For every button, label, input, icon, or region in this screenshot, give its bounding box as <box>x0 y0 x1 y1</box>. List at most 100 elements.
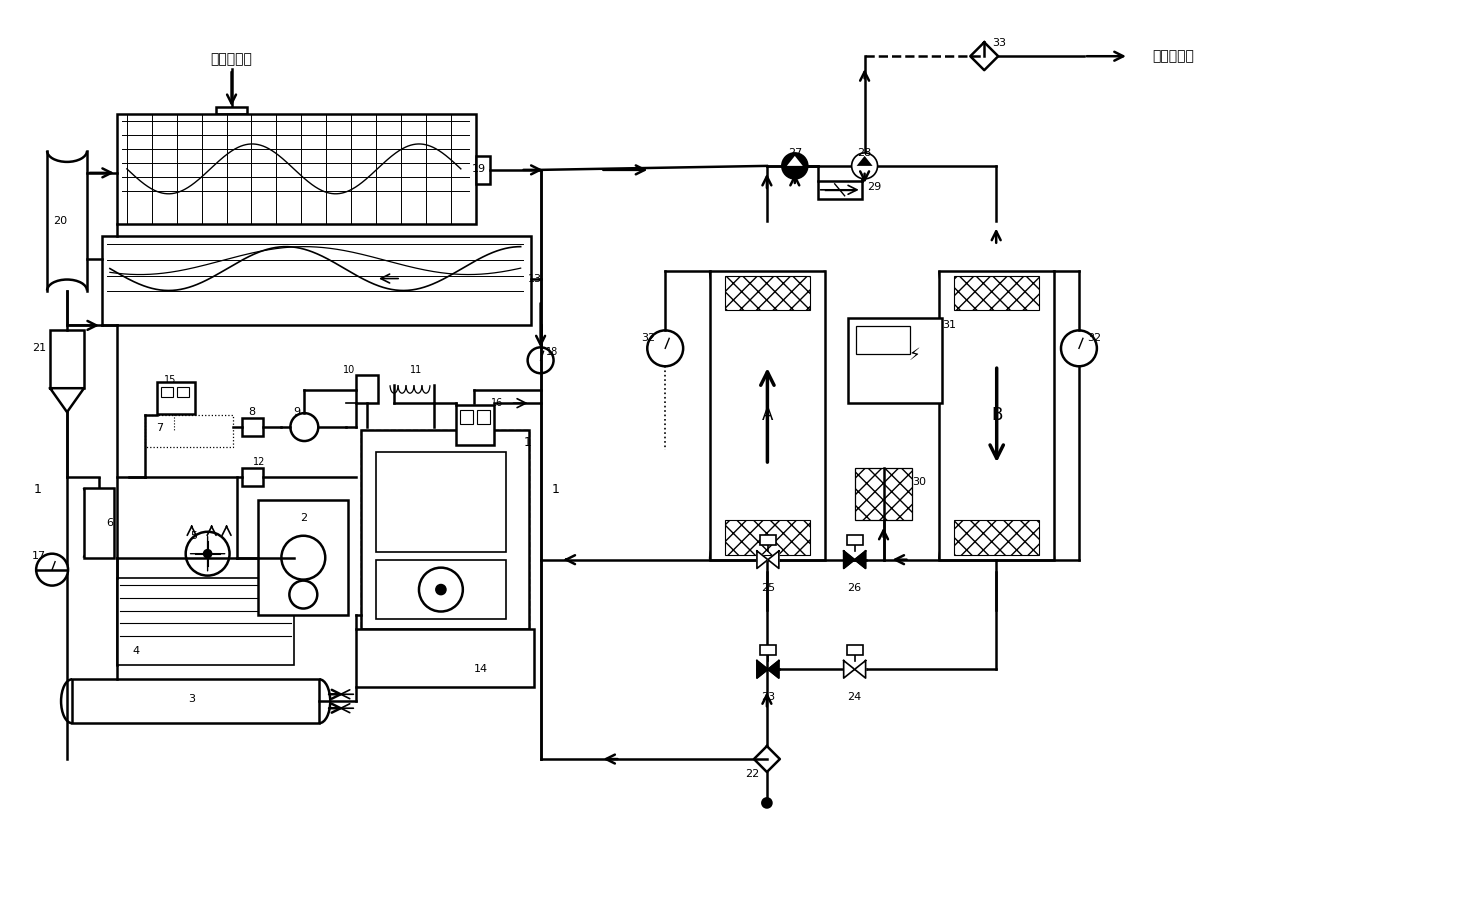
Polygon shape <box>768 660 779 678</box>
Text: B: B <box>992 406 1002 424</box>
Bar <box>759 535 776 545</box>
Bar <box>72 679 319 723</box>
Text: 6: 6 <box>106 518 113 528</box>
Polygon shape <box>768 551 779 568</box>
Text: 30: 30 <box>912 477 927 487</box>
Text: 10: 10 <box>344 365 355 375</box>
Circle shape <box>852 153 877 179</box>
Polygon shape <box>50 389 84 412</box>
Text: 12: 12 <box>253 457 266 467</box>
Text: 33: 33 <box>992 38 1006 48</box>
Polygon shape <box>855 551 865 568</box>
Bar <box>460 410 473 424</box>
Text: 18: 18 <box>546 348 558 358</box>
Circle shape <box>289 580 317 608</box>
Text: 25: 25 <box>761 583 776 593</box>
Text: 21: 21 <box>32 343 46 353</box>
Circle shape <box>291 413 319 441</box>
Circle shape <box>782 153 808 179</box>
Polygon shape <box>757 551 768 568</box>
Bar <box>726 519 809 555</box>
Bar <box>101 236 530 325</box>
Bar <box>846 645 862 655</box>
Text: 2: 2 <box>300 513 307 523</box>
Text: 24: 24 <box>848 692 862 702</box>
Circle shape <box>185 532 229 576</box>
Polygon shape <box>754 746 780 772</box>
Text: 7: 7 <box>156 423 163 433</box>
Bar <box>376 452 505 552</box>
Bar <box>939 271 1055 559</box>
Polygon shape <box>971 43 999 70</box>
Circle shape <box>762 798 771 808</box>
Bar <box>955 275 1039 311</box>
Bar <box>241 468 263 486</box>
Bar <box>855 468 912 519</box>
Bar <box>241 418 263 436</box>
Text: 32: 32 <box>1087 333 1100 343</box>
Polygon shape <box>843 551 855 568</box>
Bar <box>846 535 862 545</box>
Bar <box>118 577 294 666</box>
Bar <box>361 430 529 629</box>
Circle shape <box>436 585 447 595</box>
Polygon shape <box>856 156 873 166</box>
Polygon shape <box>787 156 802 166</box>
Circle shape <box>1061 331 1097 366</box>
Text: 5: 5 <box>190 531 197 541</box>
Bar <box>855 326 911 354</box>
Text: 27: 27 <box>787 148 802 158</box>
Circle shape <box>419 568 463 611</box>
Text: 14: 14 <box>473 665 488 675</box>
Text: 8: 8 <box>248 407 256 417</box>
Bar <box>476 156 489 183</box>
Text: 29: 29 <box>868 182 881 192</box>
Text: 4: 4 <box>132 646 140 656</box>
Bar <box>955 519 1039 555</box>
Circle shape <box>37 554 68 586</box>
Bar <box>726 275 809 311</box>
Text: 19: 19 <box>472 163 486 173</box>
Text: 干空气出口: 干空气出口 <box>1153 49 1194 64</box>
Bar <box>759 645 776 655</box>
Text: ⚡: ⚡ <box>909 346 920 364</box>
Text: 11: 11 <box>410 365 422 375</box>
Bar <box>355 629 533 687</box>
Bar <box>216 107 247 114</box>
Circle shape <box>204 549 212 558</box>
Text: 22: 22 <box>745 769 759 779</box>
Text: 15: 15 <box>163 375 176 385</box>
Bar <box>355 375 378 403</box>
Circle shape <box>527 348 554 373</box>
Bar <box>118 114 476 223</box>
Text: 26: 26 <box>848 583 862 593</box>
Bar <box>710 271 824 559</box>
Circle shape <box>648 331 683 366</box>
Text: 17: 17 <box>32 550 46 560</box>
Bar <box>84 488 115 558</box>
Text: 9: 9 <box>292 407 300 417</box>
Text: 1: 1 <box>552 483 560 497</box>
Text: A: A <box>762 406 773 424</box>
Bar <box>848 319 942 403</box>
Polygon shape <box>757 660 768 678</box>
Text: 湿空气入口: 湿空气入口 <box>210 53 253 66</box>
Bar <box>176 387 188 397</box>
Polygon shape <box>855 660 865 678</box>
Bar <box>818 181 862 199</box>
Bar <box>455 405 494 445</box>
Text: 28: 28 <box>858 148 871 158</box>
Bar <box>160 387 173 397</box>
Text: 1: 1 <box>34 483 41 497</box>
Polygon shape <box>843 660 855 678</box>
Bar <box>50 331 84 389</box>
Bar <box>157 382 195 414</box>
Text: 23: 23 <box>761 692 776 702</box>
Bar <box>361 430 529 629</box>
Text: 32: 32 <box>640 333 655 343</box>
Text: 16: 16 <box>491 398 502 409</box>
Text: 31: 31 <box>942 321 956 331</box>
Circle shape <box>282 536 325 579</box>
Bar <box>477 410 489 424</box>
Bar <box>259 500 348 615</box>
